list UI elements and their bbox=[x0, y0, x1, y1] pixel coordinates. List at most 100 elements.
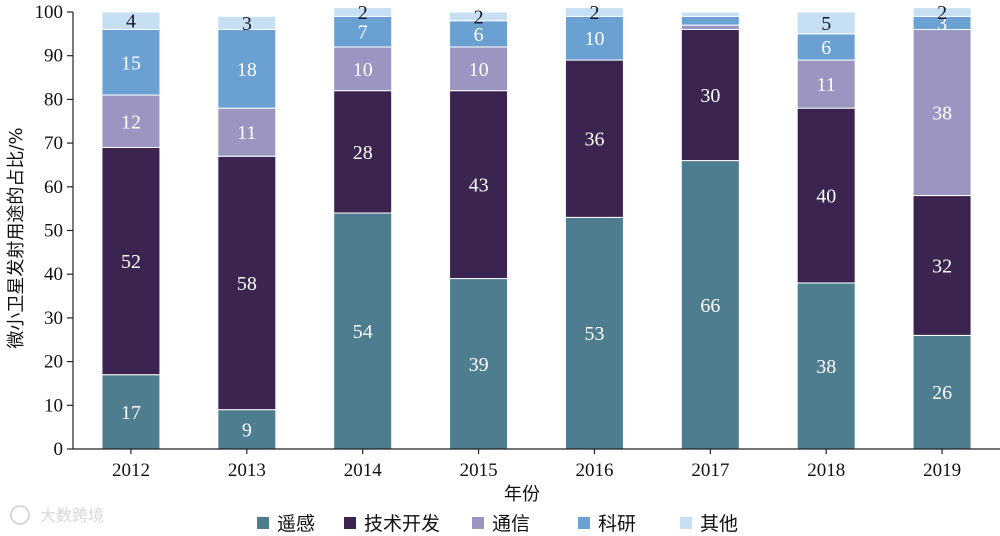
legend-label: 科研 bbox=[598, 513, 636, 535]
data-label: 28 bbox=[353, 142, 373, 164]
data-label: 53 bbox=[584, 323, 604, 345]
data-label: 54 bbox=[353, 321, 373, 343]
data-label: 6 bbox=[474, 24, 484, 46]
data-label: 6 bbox=[821, 37, 831, 59]
bar-segment bbox=[912, 334, 972, 450]
legend-swatch bbox=[344, 517, 356, 529]
data-label: 66 bbox=[700, 295, 720, 317]
watermark-text: 大数跨境 bbox=[40, 506, 104, 525]
bar-segment bbox=[217, 28, 277, 109]
data-label: 10 bbox=[584, 28, 604, 50]
data-label: 11 bbox=[237, 122, 256, 144]
data-label: 4 bbox=[126, 11, 136, 33]
data-label: 2 bbox=[589, 2, 599, 24]
legend-label: 通信 bbox=[492, 513, 530, 535]
data-label: 5 bbox=[821, 13, 831, 35]
bar-segment bbox=[449, 278, 509, 450]
bar-segment bbox=[564, 7, 624, 17]
bar-segment bbox=[101, 146, 161, 376]
data-label: 3 bbox=[242, 13, 252, 35]
bar-segment bbox=[217, 107, 277, 157]
legend-swatch bbox=[257, 517, 269, 529]
legend-label: 技术开发 bbox=[364, 513, 440, 535]
data-label: 17 bbox=[121, 402, 141, 424]
data-label: 36 bbox=[584, 129, 604, 151]
data-label: 58 bbox=[237, 273, 257, 295]
bar-segment bbox=[101, 374, 161, 450]
bar-segment bbox=[333, 90, 393, 214]
bar-segment bbox=[912, 7, 972, 17]
y-tick-label: 70 bbox=[44, 133, 63, 154]
data-label: 40 bbox=[816, 186, 836, 208]
bar-segment bbox=[680, 160, 740, 450]
bar-segment bbox=[796, 282, 856, 450]
y-tick-label: 80 bbox=[44, 89, 63, 110]
data-label: 2 bbox=[358, 2, 368, 24]
bar-segment bbox=[680, 24, 740, 30]
y-tick-label: 30 bbox=[44, 308, 63, 329]
data-label: 26 bbox=[932, 382, 952, 404]
bar-segment bbox=[680, 15, 740, 26]
data-label: 32 bbox=[932, 255, 952, 277]
x-tick-label: 2018 bbox=[807, 460, 845, 481]
y-tick-label: 100 bbox=[35, 2, 64, 23]
legend-label: 其他 bbox=[700, 513, 738, 535]
x-tick-label: 2017 bbox=[691, 460, 729, 481]
data-label: 12 bbox=[121, 111, 141, 133]
bar-segment bbox=[912, 28, 972, 197]
x-tick-label: 2012 bbox=[112, 460, 150, 481]
data-label: 2 bbox=[937, 2, 947, 24]
data-label: 10 bbox=[353, 59, 373, 81]
data-label: 39 bbox=[469, 354, 489, 376]
bar-segment bbox=[564, 59, 624, 218]
x-tick-label: 2014 bbox=[344, 460, 383, 481]
y-axis: 0 10 20 30 40 50 60 70 80 90 100 bbox=[35, 2, 74, 460]
x-tick-label: 2015 bbox=[460, 460, 498, 481]
bar-segment bbox=[796, 107, 856, 284]
data-label: 2 bbox=[474, 6, 484, 28]
legend-swatch bbox=[578, 517, 590, 529]
legend-swatch bbox=[472, 517, 484, 529]
y-tick-label: 50 bbox=[44, 221, 63, 242]
data-label: 3 bbox=[937, 13, 947, 35]
data-label: 18 bbox=[237, 59, 257, 81]
x-tick-label: 2013 bbox=[228, 460, 266, 481]
y-tick-label: 60 bbox=[44, 177, 63, 198]
y-tick-label: 10 bbox=[44, 395, 63, 416]
bar-segment bbox=[564, 216, 624, 450]
y-tick-label: 40 bbox=[44, 264, 63, 285]
bar-segment bbox=[333, 7, 393, 17]
bar-segment bbox=[101, 11, 161, 30]
data-label: 11 bbox=[817, 74, 836, 96]
bar-segment bbox=[217, 155, 277, 411]
legend-label: 遥感 bbox=[277, 513, 315, 535]
plot-area: 1752121549581118354281072394310625336102… bbox=[101, 2, 972, 450]
legend: 遥感 技术开发 通信 科研 其他 bbox=[257, 513, 738, 535]
bar-segment bbox=[449, 46, 509, 92]
y-tick-label: 90 bbox=[44, 46, 63, 67]
x-axis: 2012 2013 2014 2015 2016 2017 2018 2019 bbox=[73, 448, 1000, 481]
y-tick-label: 20 bbox=[44, 352, 63, 373]
bar-segment bbox=[101, 28, 161, 96]
watermark-logo-icon bbox=[10, 505, 30, 525]
y-axis-title: 微小卫星发射用途的占比/% bbox=[6, 127, 27, 348]
y-tick-label: 0 bbox=[54, 439, 64, 460]
bar-segment bbox=[796, 59, 856, 109]
data-label: 38 bbox=[816, 356, 836, 378]
data-label: 9 bbox=[242, 419, 252, 441]
bar-segment bbox=[564, 15, 624, 61]
data-label: 38 bbox=[932, 103, 952, 125]
bar-segment bbox=[680, 11, 740, 17]
bar-segment bbox=[333, 46, 393, 92]
bar-segment bbox=[680, 28, 740, 162]
bar-segment bbox=[217, 15, 277, 30]
bar-segment bbox=[449, 90, 509, 280]
legend-swatch bbox=[680, 517, 692, 529]
x-tick-label: 2019 bbox=[923, 460, 961, 481]
x-axis-title: 年份 bbox=[504, 484, 540, 505]
bar-segment bbox=[449, 11, 509, 22]
bar-segment bbox=[449, 20, 509, 48]
bar-segment bbox=[796, 11, 856, 35]
data-label: 15 bbox=[121, 52, 141, 74]
